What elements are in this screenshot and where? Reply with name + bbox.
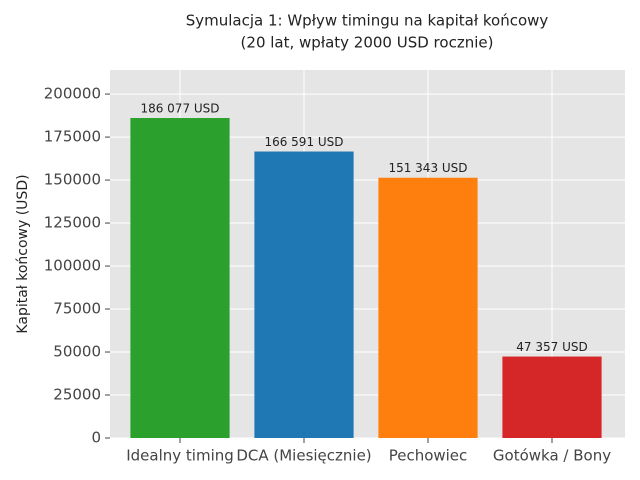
y-tick-label: 0 — [91, 429, 101, 447]
value-label: 186 077 USD — [140, 102, 219, 116]
chart-title: Symulacja 1: Wpływ timingu na kapitał ko… — [186, 12, 549, 30]
bar — [378, 177, 478, 438]
y-tick-label: 50000 — [53, 343, 101, 361]
y-tick-label: 150000 — [44, 171, 101, 189]
y-tick-label: 25000 — [53, 386, 101, 404]
y-tick-label: 75000 — [53, 300, 101, 318]
value-label: 151 343 USD — [388, 161, 467, 175]
value-label: 47 357 USD — [516, 340, 587, 354]
chart-subtitle: (20 lat, wpłaty 2000 USD rocznie) — [241, 34, 494, 52]
y-tick-label: 175000 — [44, 128, 101, 146]
y-tick-label: 200000 — [44, 85, 101, 103]
y-tick-label: 125000 — [44, 214, 101, 232]
x-tick-label: Gotówka / Bony — [493, 447, 611, 465]
x-tick-label: Pechowiec — [389, 447, 468, 465]
y-tick-label: 100000 — [44, 257, 101, 275]
value-label: 166 591 USD — [264, 135, 343, 149]
bar — [130, 118, 230, 438]
bar — [502, 356, 602, 438]
bar — [254, 151, 354, 438]
y-axis-label: Kapitał końcowy (USD) — [15, 174, 31, 333]
x-tick-label: Idealny timing — [126, 447, 234, 465]
x-tick-label: DCA (Miesięcznie) — [236, 447, 371, 465]
